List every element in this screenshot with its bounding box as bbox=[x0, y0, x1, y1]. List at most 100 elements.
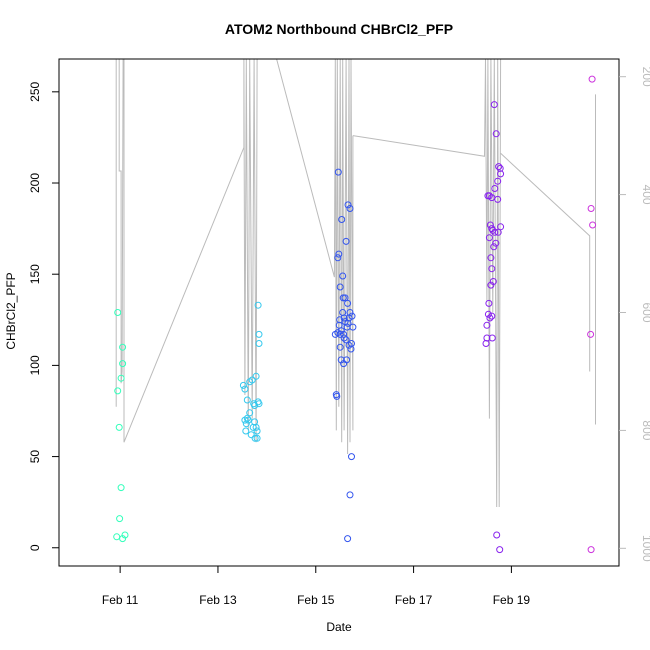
y2-tick-label-200: 200 bbox=[640, 67, 650, 87]
data-point-s3-27 bbox=[496, 546, 504, 554]
y-tick-label-50: 50 bbox=[28, 450, 42, 464]
data-point-s0-9 bbox=[119, 535, 127, 543]
data-point-s2-2 bbox=[333, 392, 341, 400]
data-point-s3-14 bbox=[488, 334, 496, 342]
data-point-s1-22 bbox=[248, 376, 256, 384]
data-point-s3-29 bbox=[497, 170, 505, 178]
data-point-s2-12 bbox=[338, 216, 346, 223]
data-point-s2-4 bbox=[334, 168, 342, 176]
x-axis-label: Date bbox=[326, 620, 352, 634]
data-point-s3-24 bbox=[494, 195, 502, 203]
y2-tick-label-1000: 1000 bbox=[640, 535, 650, 562]
data-point-s3-2 bbox=[483, 334, 491, 342]
y-axis-label: CHBrCl2_PFP bbox=[4, 272, 18, 349]
data-point-s1-13 bbox=[252, 372, 260, 380]
data-point-s1-14 bbox=[253, 427, 261, 435]
data-point-s1-2 bbox=[242, 427, 250, 435]
data-point-s2-37 bbox=[349, 323, 357, 331]
data-point-s0-2 bbox=[115, 423, 123, 431]
data-point-s3-30 bbox=[497, 223, 505, 231]
data-point-s0-3 bbox=[117, 374, 125, 382]
flight-track bbox=[115, 59, 596, 508]
data-point-s3-19 bbox=[491, 228, 499, 236]
data-point-s3-5 bbox=[485, 299, 493, 307]
data-point-s0-6 bbox=[117, 484, 125, 492]
data-point-s3-23 bbox=[494, 177, 502, 185]
data-point-s3-13 bbox=[488, 265, 496, 273]
data-point-s3-33 bbox=[485, 234, 493, 242]
data-point-s2-23 bbox=[343, 356, 351, 364]
data-points bbox=[113, 75, 597, 554]
data-point-s3-7 bbox=[486, 314, 494, 322]
data-point-s2-38 bbox=[334, 329, 342, 337]
data-point-s0-1 bbox=[114, 387, 122, 395]
data-point-s1-17 bbox=[255, 330, 263, 338]
data-point-s1-16 bbox=[254, 301, 262, 309]
data-point-s2-25 bbox=[344, 299, 352, 307]
data-point-s2-21 bbox=[342, 336, 350, 344]
data-point-s1-23 bbox=[244, 416, 252, 424]
data-point-s3-21 bbox=[492, 130, 500, 138]
data-point-s2-8 bbox=[336, 283, 344, 291]
flight-track-segment-3 bbox=[276, 59, 354, 455]
data-point-s2-30 bbox=[346, 205, 354, 212]
y-tick-label-200: 200 bbox=[28, 173, 42, 193]
x-tick-label-13: Feb 13 bbox=[199, 593, 237, 607]
y2-tick-label-600: 600 bbox=[640, 302, 650, 322]
flight-track-segment-4 bbox=[352, 59, 502, 508]
data-point-s2-3 bbox=[334, 254, 342, 262]
data-point-s1-5 bbox=[246, 409, 254, 417]
data-point-s2-27 bbox=[344, 201, 352, 209]
data-point-s4-2 bbox=[589, 221, 597, 229]
y-tick-label-250: 250 bbox=[28, 81, 42, 101]
data-point-s3-9 bbox=[487, 281, 495, 289]
data-point-s3-32 bbox=[488, 312, 496, 320]
data-point-s2-20 bbox=[341, 294, 349, 302]
data-point-s4-4 bbox=[587, 546, 595, 554]
x-tick-label-15: Feb 15 bbox=[297, 593, 335, 607]
data-point-s2-13 bbox=[339, 272, 347, 280]
data-point-s3-10 bbox=[487, 254, 495, 262]
data-point-s2-22 bbox=[342, 237, 350, 245]
data-point-s1-19 bbox=[255, 400, 263, 408]
y-tick-label-150: 150 bbox=[28, 264, 42, 284]
axes: Feb 11 Feb 13 Feb 15 Feb 17 Feb 19 0 50 100 150 2… bbox=[28, 58, 650, 607]
data-point-s2-26 bbox=[344, 535, 352, 543]
data-point-s2-5 bbox=[335, 250, 343, 258]
data-point-s3-31 bbox=[491, 185, 499, 192]
y-tick-label-100: 100 bbox=[28, 355, 42, 375]
data-point-s2-36 bbox=[348, 312, 356, 320]
data-point-s3-4 bbox=[484, 310, 492, 318]
data-point-s2-34 bbox=[348, 340, 355, 347]
data-point-s2-10 bbox=[336, 343, 344, 351]
y2-tick-label-800: 800 bbox=[640, 420, 650, 440]
data-point-s3-18 bbox=[490, 101, 498, 109]
y2-tick-label-400: 400 bbox=[640, 185, 650, 205]
data-point-s0-4 bbox=[119, 360, 127, 368]
data-point-s4-1 bbox=[587, 205, 595, 212]
data-point-s3-0 bbox=[482, 340, 490, 347]
data-point-s1-10 bbox=[250, 400, 258, 408]
data-point-s2-15 bbox=[339, 294, 347, 302]
y-tick-label-0: 0 bbox=[28, 544, 42, 551]
x-tick-label-17: Feb 17 bbox=[395, 593, 433, 607]
data-point-s3-26 bbox=[495, 163, 503, 171]
data-point-s3-20 bbox=[492, 239, 500, 247]
data-point-s0-10 bbox=[121, 531, 129, 539]
x-tick-label-11: Feb 11 bbox=[102, 593, 139, 607]
data-point-s1-7 bbox=[247, 431, 255, 439]
flight-track-segment-5 bbox=[500, 152, 591, 372]
data-point-s1-12 bbox=[251, 434, 259, 442]
data-point-s4-0 bbox=[588, 75, 596, 83]
data-point-s2-32 bbox=[346, 491, 354, 499]
data-point-s1-21 bbox=[252, 423, 260, 431]
data-point-s1-3 bbox=[243, 396, 251, 404]
data-point-s0-5 bbox=[119, 343, 127, 351]
flight-track-segment-2 bbox=[123, 59, 258, 443]
data-point-s0-7 bbox=[116, 515, 124, 523]
data-point-s0-0 bbox=[114, 309, 122, 316]
data-point-s1-20 bbox=[253, 434, 261, 442]
chart-title: ATOM2 Northbound CHBrCl2_PFP bbox=[225, 21, 453, 37]
data-point-s3-1 bbox=[483, 321, 491, 329]
data-point-s3-17 bbox=[490, 243, 498, 251]
